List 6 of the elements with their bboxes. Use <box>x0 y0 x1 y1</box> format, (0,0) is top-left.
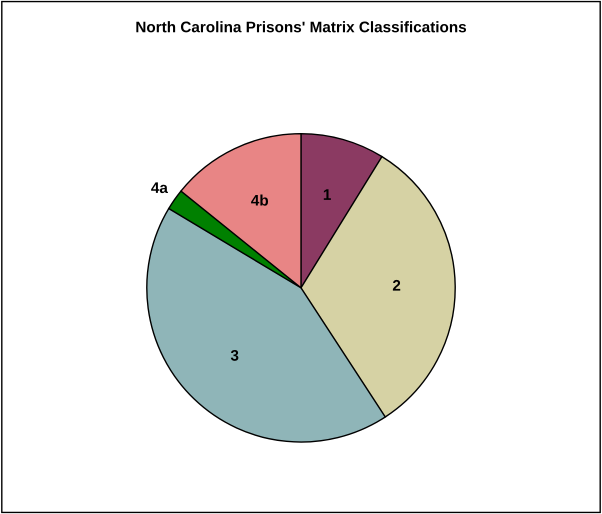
slice-label: 2 <box>392 280 400 291</box>
chart-title: North Carolina Prisons' Matrix Classifications <box>136 21 466 32</box>
slice-label: 4b <box>251 194 268 206</box>
slice-label: 1 <box>324 189 331 200</box>
slice-label: 3 <box>230 350 238 361</box>
slice-label: 4a <box>151 182 168 194</box>
